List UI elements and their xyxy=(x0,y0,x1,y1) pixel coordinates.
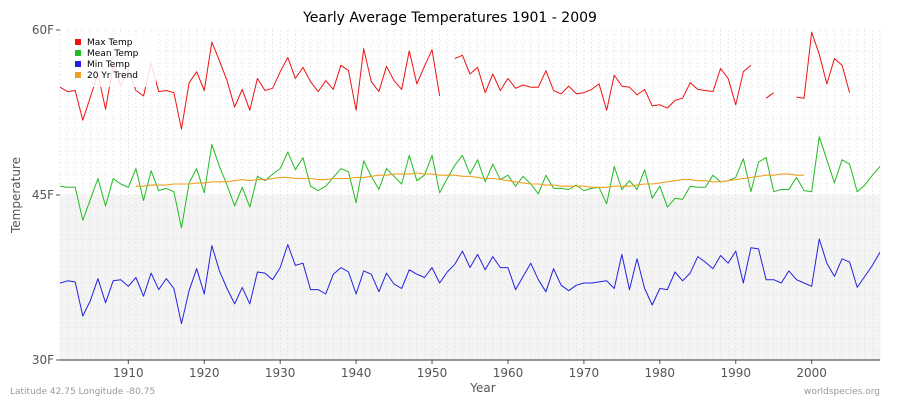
x-axis-ticks: 1910 1920 1930 1940 1950 1960 1970 1980 1990 2000 xyxy=(113,360,827,380)
legend-swatch xyxy=(75,39,81,45)
chart-title: Yearly Average Temperatures 1901 - 2009 xyxy=(302,10,597,26)
legend-label: Mean Temp xyxy=(87,49,139,59)
legend-label: Min Temp xyxy=(87,60,130,70)
y-axis-ticks: 30F 45F 60F xyxy=(32,23,60,367)
y-tick-label: 30F xyxy=(32,353,54,367)
legend-swatch xyxy=(75,61,81,67)
series-line-max-temp xyxy=(60,31,880,130)
x-tick-label: 1990 xyxy=(720,366,751,380)
y-tick-label: 60F xyxy=(32,23,54,37)
x-axis-label: Year xyxy=(469,381,495,395)
series-line-min-temp xyxy=(60,238,880,325)
x-tick-label: 1930 xyxy=(265,366,296,380)
y-axis-label: Temperature xyxy=(9,157,23,234)
x-tick-label: 1940 xyxy=(341,366,372,380)
x-tick-label: 1980 xyxy=(645,366,676,380)
footer-location: Latitude 42.75 Longitude -80.75 xyxy=(10,387,155,397)
legend-swatch xyxy=(75,50,81,56)
x-tick-label: 1920 xyxy=(189,366,220,380)
legend-label: 20 Yr Trend xyxy=(87,71,138,81)
legend-label: Max Temp xyxy=(87,38,133,48)
series-line-mean-temp xyxy=(60,136,880,229)
x-tick-label: 1910 xyxy=(113,366,144,380)
x-tick-label: 1950 xyxy=(417,366,448,380)
series-line-20-yr-trend xyxy=(135,172,805,188)
x-tick-label: 1970 xyxy=(569,366,600,380)
legend-swatch xyxy=(75,72,81,78)
series-lines xyxy=(60,31,880,325)
x-tick-label: 2000 xyxy=(796,366,827,380)
footer-source: worldspecies.org xyxy=(804,387,880,397)
y-tick-label: 45F xyxy=(32,188,54,202)
x-tick-label: 1960 xyxy=(493,366,524,380)
